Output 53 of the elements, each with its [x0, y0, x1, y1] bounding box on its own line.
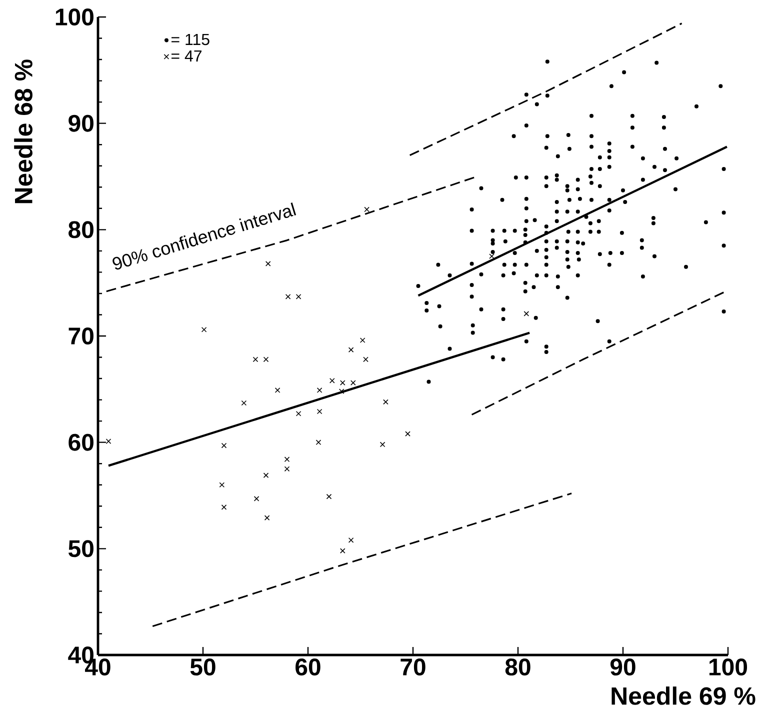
- point: [106, 438, 112, 444]
- point: [348, 347, 354, 352]
- point: [489, 254, 494, 259]
- point: [296, 294, 302, 300]
- x-tick-label: 60: [296, 658, 320, 676]
- point: [263, 356, 269, 362]
- point: [284, 456, 290, 462]
- y-tick-label: 100: [56, 8, 94, 26]
- point: [360, 338, 366, 343]
- point: [285, 294, 291, 300]
- legend-label: = 115: [172, 34, 210, 46]
- point: [383, 399, 388, 405]
- point: [405, 431, 410, 436]
- y-tick-label: 90: [68, 114, 94, 132]
- point: [316, 388, 322, 393]
- point: [348, 538, 354, 543]
- y-tick-label: 60: [68, 434, 94, 451]
- point: [274, 388, 280, 393]
- point: [221, 504, 227, 510]
- x-tick-label: 90: [610, 658, 636, 676]
- y-axis-title: Needle 68 %: [14, 60, 32, 204]
- point: [316, 408, 322, 414]
- point: [265, 261, 271, 266]
- y-tick-label: 50: [68, 540, 94, 558]
- point: [296, 410, 302, 416]
- point: [252, 356, 258, 362]
- point: [338, 388, 344, 394]
- point: [350, 380, 356, 386]
- x-axis-title: Needle 69 %: [612, 686, 756, 705]
- point: [201, 326, 207, 332]
- point: [263, 472, 269, 478]
- point: [254, 496, 260, 502]
- point: [364, 206, 370, 212]
- x-tick-label: 70: [400, 658, 426, 676]
- point: [316, 440, 322, 445]
- point: [326, 494, 332, 500]
- legend-label: = 47: [172, 50, 202, 62]
- point: [219, 482, 225, 488]
- point: [340, 380, 346, 386]
- point: [363, 356, 368, 362]
- point: [241, 400, 247, 406]
- point: [264, 515, 270, 520]
- x-tick-label: 80: [505, 658, 530, 676]
- point: [284, 466, 290, 472]
- point: [329, 378, 335, 384]
- point: [380, 442, 386, 448]
- point: [524, 311, 530, 316]
- x-tick-label: 100: [709, 658, 748, 676]
- y-tick-label: 80: [68, 221, 94, 238]
- point: [221, 442, 227, 448]
- y-tick-label: 70: [68, 328, 94, 344]
- point: [340, 548, 346, 554]
- x-tick-label: 50: [190, 658, 216, 676]
